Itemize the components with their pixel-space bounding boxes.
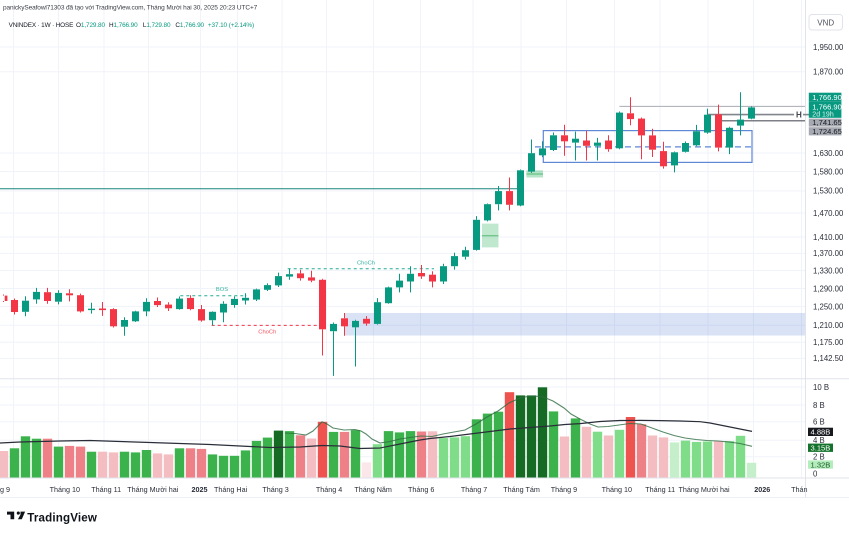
svg-text:H1,766.90: H1,766.90 <box>109 22 138 29</box>
svg-text:1,630.00: 1,630.00 <box>813 149 844 158</box>
svg-text:Tháng 10: Tháng 10 <box>50 485 80 494</box>
svg-text:1.32B: 1.32B <box>811 460 831 469</box>
svg-text:2d 19h: 2d 19h <box>812 111 834 118</box>
svg-text:2 B: 2 B <box>813 453 825 462</box>
svg-text:1,470.00: 1,470.00 <box>813 209 844 218</box>
svg-text:ChoCh: ChoCh <box>357 261 375 267</box>
svg-text:Tháng 6: Tháng 6 <box>408 485 434 494</box>
svg-text:VND: VND <box>817 18 834 27</box>
svg-text:1,175.00: 1,175.00 <box>813 338 844 347</box>
svg-text:ChoCh: ChoCh <box>258 329 276 335</box>
svg-text:1,724.65: 1,724.65 <box>812 127 842 136</box>
svg-text:VNINDEX · 1W · HOSE: VNINDEX · 1W · HOSE <box>9 22 74 29</box>
svg-text:1,142.50: 1,142.50 <box>813 354 844 363</box>
svg-text:Tháng 11: Tháng 11 <box>91 485 121 494</box>
svg-text:10 B: 10 B <box>813 383 829 392</box>
svg-text:1,950.00: 1,950.00 <box>813 43 844 52</box>
svg-text:Tháng 11: Tháng 11 <box>645 485 675 494</box>
svg-text:1,410.00: 1,410.00 <box>813 233 844 242</box>
svg-text:1,870.00: 1,870.00 <box>813 68 844 77</box>
svg-text:Tháng 3: Tháng 3 <box>262 485 288 494</box>
svg-text:BOS: BOS <box>216 287 228 293</box>
svg-text:8 B: 8 B <box>813 401 825 410</box>
svg-text:Tháng Năm: Tháng Năm <box>354 485 392 494</box>
svg-text:H: H <box>796 110 802 119</box>
svg-text:Tháng Mười hai: Tháng Mười hai <box>127 485 178 494</box>
svg-text:Tháng 10: Tháng 10 <box>602 485 632 494</box>
svg-text:1,766.90: 1,766.90 <box>812 103 842 112</box>
svg-text:1,530.00: 1,530.00 <box>813 187 844 196</box>
svg-text:1,210.00: 1,210.00 <box>813 321 844 330</box>
svg-text:2025: 2025 <box>192 485 208 494</box>
svg-text:Tháng Hai: Tháng Hai <box>214 485 248 494</box>
svg-text:6 B: 6 B <box>813 418 825 427</box>
svg-text:g 9: g 9 <box>0 485 10 494</box>
svg-text:Thán: Thán <box>791 485 807 494</box>
svg-text:1,766.90: 1,766.90 <box>812 93 842 102</box>
svg-text:2026: 2026 <box>754 485 770 494</box>
svg-text:1,741.65: 1,741.65 <box>812 118 842 127</box>
svg-text:Tháng 4: Tháng 4 <box>316 485 342 494</box>
svg-text:1,330.00: 1,330.00 <box>813 266 844 275</box>
svg-text:Tháng Tám: Tháng Tám <box>503 485 540 494</box>
svg-text:TradingView: TradingView <box>27 512 98 525</box>
svg-text:L1,729.80: L1,729.80 <box>143 22 171 29</box>
svg-text:Tháng Mười hai: Tháng Mười hai <box>679 485 730 494</box>
svg-text:panickySeafowl71303 đã tạo với: panickySeafowl71303 đã tạo với TradingVi… <box>3 5 258 12</box>
svg-text:1,250.00: 1,250.00 <box>813 302 844 311</box>
svg-text:4 B: 4 B <box>813 436 825 445</box>
svg-text:4.88B: 4.88B <box>811 428 831 437</box>
svg-text:Tháng 7: Tháng 7 <box>461 485 487 494</box>
svg-text:1,290.00: 1,290.00 <box>813 284 844 293</box>
svg-text:C1,766.90: C1,766.90 <box>175 22 204 29</box>
svg-text:Tháng 9: Tháng 9 <box>551 485 577 494</box>
svg-text:1,580.00: 1,580.00 <box>813 167 844 176</box>
svg-text:O1,729.80: O1,729.80 <box>76 22 105 29</box>
svg-text:3.15B: 3.15B <box>811 444 831 453</box>
svg-text:1,370.00: 1,370.00 <box>813 249 844 258</box>
svg-text:0: 0 <box>813 470 818 479</box>
svg-text:+37.10 (+2.14%): +37.10 (+2.14%) <box>208 22 254 29</box>
